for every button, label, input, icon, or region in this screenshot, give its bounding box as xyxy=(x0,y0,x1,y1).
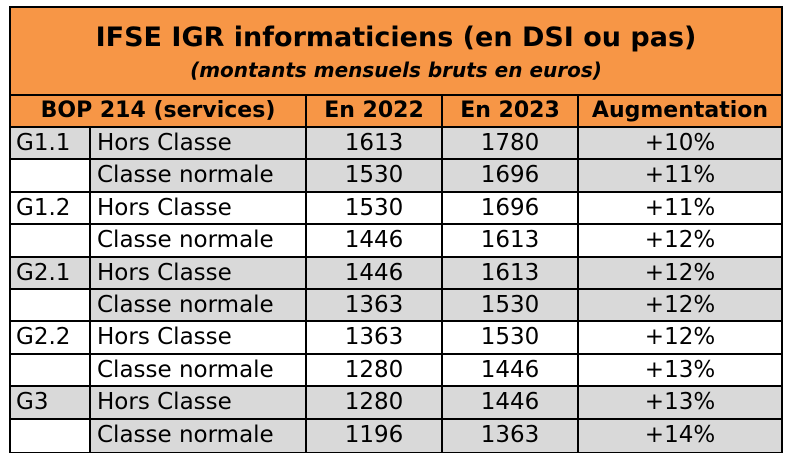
amount-2022-cell: 1363 xyxy=(307,290,443,323)
table-row: Classe normale 1530 1696 +11% xyxy=(11,160,781,193)
grade-cell: Classe normale xyxy=(91,290,307,323)
amount-2023-cell: 1613 xyxy=(443,225,579,258)
amount-2022-cell: 1363 xyxy=(307,322,443,355)
amount-2022-cell: 1196 xyxy=(307,419,443,452)
increase-cell: +12% xyxy=(579,290,781,323)
amount-2022-cell: 1446 xyxy=(307,257,443,290)
table-row: Classe normale 1196 1363 +14% xyxy=(11,419,781,452)
amount-2023-cell: 1780 xyxy=(443,128,579,161)
grade-cell: Hors Classe xyxy=(91,128,307,161)
amount-2022-cell: 1446 xyxy=(307,225,443,258)
increase-cell: +12% xyxy=(579,225,781,258)
amount-2022-cell: 1613 xyxy=(307,128,443,161)
increase-cell: +12% xyxy=(579,322,781,355)
table-row: G1.1 Hors Classe 1613 1780 +10% xyxy=(11,128,781,161)
amount-2023-cell: 1530 xyxy=(443,322,579,355)
group-cell: G3 xyxy=(11,387,91,420)
group-cell xyxy=(11,290,91,323)
amount-2022-cell: 1530 xyxy=(307,160,443,193)
group-cell: G1.2 xyxy=(11,192,91,226)
grade-cell: Hors Classe xyxy=(91,192,307,226)
table-row: Classe normale 1363 1530 +12% xyxy=(11,290,781,323)
amount-2023-cell: 1363 xyxy=(443,419,579,452)
amount-2023-cell: 1696 xyxy=(443,192,579,226)
increase-cell: +13% xyxy=(579,354,781,388)
group-cell xyxy=(11,419,91,452)
amount-2023-cell: 1446 xyxy=(443,387,579,420)
increase-cell: +11% xyxy=(579,160,781,193)
group-cell xyxy=(11,160,91,193)
column-header-2023: En 2023 xyxy=(443,96,579,128)
amount-2022-cell: 1280 xyxy=(307,387,443,420)
increase-cell: +11% xyxy=(579,192,781,226)
amount-2022-cell: 1530 xyxy=(307,192,443,226)
column-header-increase: Augmentation xyxy=(579,96,781,128)
grade-cell: Hors Classe xyxy=(91,387,307,420)
amount-2023-cell: 1613 xyxy=(443,257,579,290)
ifse-table: IFSE IGR informaticiens (en DSI ou pas) … xyxy=(9,6,783,453)
column-header-2022: En 2022 xyxy=(307,96,443,128)
increase-cell: +13% xyxy=(579,387,781,420)
table-row: G3 Hors Classe 1280 1446 +13% xyxy=(11,387,781,420)
table-row: G2.1 Hors Classe 1446 1613 +12% xyxy=(11,257,781,290)
table-row: G2.2 Hors Classe 1363 1530 +12% xyxy=(11,322,781,355)
group-cell: G1.1 xyxy=(11,128,91,161)
increase-cell: +12% xyxy=(579,257,781,290)
group-cell xyxy=(11,225,91,258)
increase-cell: +10% xyxy=(579,128,781,161)
table-row: Classe normale 1446 1613 +12% xyxy=(11,225,781,258)
amount-2023-cell: 1530 xyxy=(443,290,579,323)
amount-2022-cell: 1280 xyxy=(307,354,443,388)
table-subtitle: (montants mensuels bruts en euros) xyxy=(190,58,602,82)
column-header-bop: BOP 214 (services) xyxy=(11,96,307,128)
group-cell xyxy=(11,354,91,388)
increase-cell: +14% xyxy=(579,419,781,452)
table-row: G1.2 Hors Classe 1530 1696 +11% xyxy=(11,192,781,226)
table-row: Classe normale 1280 1446 +13% xyxy=(11,354,781,388)
amount-2023-cell: 1446 xyxy=(443,354,579,388)
grade-cell: Classe normale xyxy=(91,419,307,452)
grade-cell: Hors Classe xyxy=(91,257,307,290)
table-title: IFSE IGR informaticiens (en DSI ou pas) xyxy=(95,22,697,53)
grade-cell: Classe normale xyxy=(91,160,307,193)
grade-cell: Classe normale xyxy=(91,225,307,258)
group-cell: G2.2 xyxy=(11,322,91,355)
group-cell: G2.1 xyxy=(11,257,91,290)
title-band: IFSE IGR informaticiens (en DSI ou pas) … xyxy=(11,8,781,96)
grade-cell: Hors Classe xyxy=(91,322,307,355)
grade-cell: Classe normale xyxy=(91,354,307,388)
amount-2023-cell: 1696 xyxy=(443,160,579,193)
